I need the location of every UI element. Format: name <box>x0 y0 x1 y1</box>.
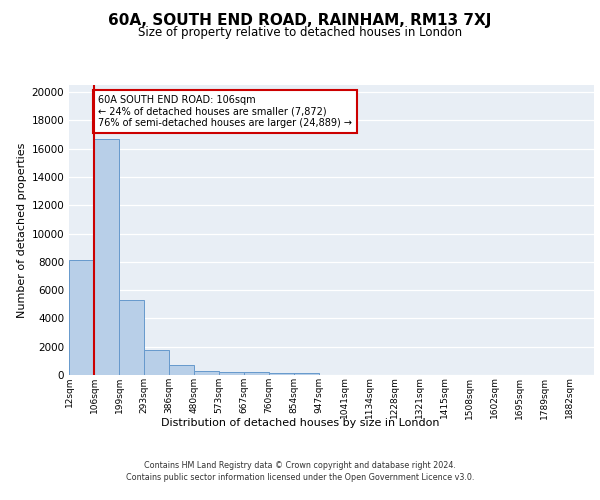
Bar <box>219 372 244 375</box>
Text: Contains public sector information licensed under the Open Government Licence v3: Contains public sector information licen… <box>126 473 474 482</box>
Bar <box>169 365 194 375</box>
Text: 60A SOUTH END ROAD: 106sqm
← 24% of detached houses are smaller (7,872)
76% of s: 60A SOUTH END ROAD: 106sqm ← 24% of deta… <box>98 95 352 128</box>
Text: Distribution of detached houses by size in London: Distribution of detached houses by size … <box>161 418 439 428</box>
Bar <box>194 371 219 375</box>
Text: Contains HM Land Registry data © Crown copyright and database right 2024.: Contains HM Land Registry data © Crown c… <box>144 462 456 470</box>
Bar <box>144 350 169 375</box>
Bar <box>294 373 319 375</box>
Bar <box>119 300 144 375</box>
Bar <box>269 372 294 375</box>
Text: Size of property relative to detached houses in London: Size of property relative to detached ho… <box>138 26 462 39</box>
Y-axis label: Number of detached properties: Number of detached properties <box>17 142 27 318</box>
Text: 60A, SOUTH END ROAD, RAINHAM, RM13 7XJ: 60A, SOUTH END ROAD, RAINHAM, RM13 7XJ <box>109 12 491 28</box>
Bar <box>244 372 269 375</box>
Bar <box>69 260 94 375</box>
Bar <box>94 139 119 375</box>
